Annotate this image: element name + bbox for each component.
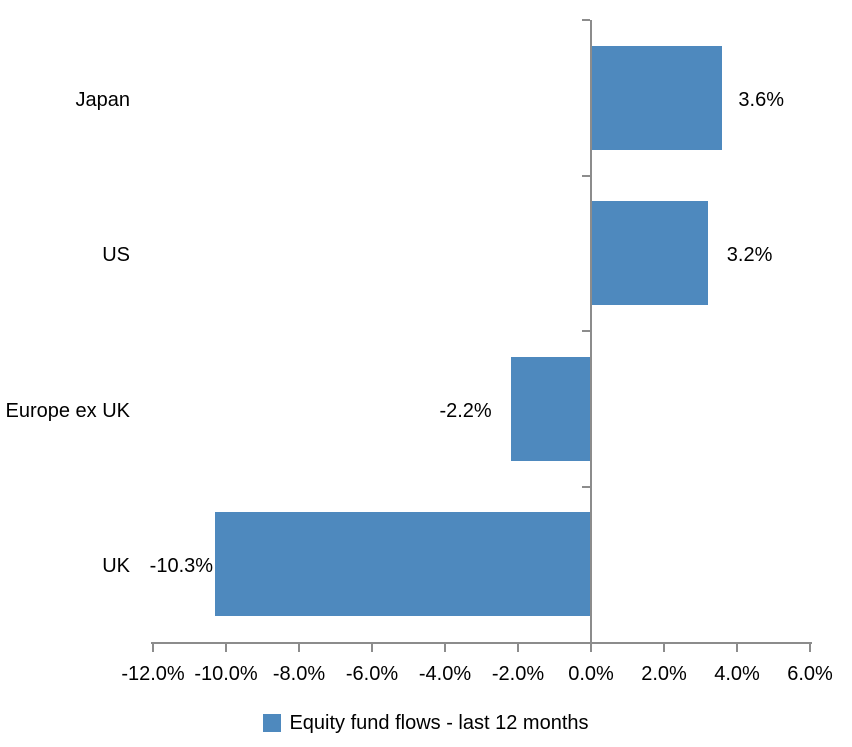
- x-tick-label: 0.0%: [568, 663, 614, 685]
- x-tick-label: -6.0%: [345, 663, 399, 685]
- x-tick-label: 2.0%: [641, 663, 687, 685]
- x-tick: [736, 642, 738, 652]
- x-tick: [225, 642, 227, 652]
- legend: Equity fund flows - last 12 months: [0, 711, 852, 735]
- x-tick-label: -12.0%: [121, 663, 185, 685]
- x-tick: [152, 642, 154, 652]
- category-label: Japan: [75, 88, 131, 111]
- legend-label: Equity fund flows - last 12 months: [289, 712, 589, 734]
- x-tick: [590, 642, 592, 652]
- x-axis-line: [151, 642, 812, 644]
- x-tick: [298, 642, 300, 652]
- category-boundary-tick: [582, 174, 590, 177]
- x-tick: [444, 642, 446, 652]
- x-tick: [371, 642, 373, 652]
- y-axis-line: [590, 20, 592, 644]
- bar-value-label: 3.6%: [738, 88, 784, 111]
- x-tick: [517, 642, 519, 652]
- category-boundary-tick: [582, 485, 590, 488]
- bar: [591, 201, 708, 306]
- x-tick: [663, 642, 665, 652]
- x-tick-label: 4.0%: [714, 663, 760, 685]
- bar: [215, 512, 591, 617]
- x-tick-label: -10.0%: [194, 663, 258, 685]
- bar: [510, 356, 591, 461]
- x-tick-label: -4.0%: [418, 663, 472, 685]
- x-tick: [809, 642, 811, 652]
- x-tick-label: -2.0%: [491, 663, 545, 685]
- category-label: Europe ex UK: [5, 399, 130, 422]
- x-tick-label: -8.0%: [272, 663, 326, 685]
- x-tick-label: 6.0%: [787, 663, 833, 685]
- category-boundary-tick: [582, 330, 590, 332]
- legend-swatch: [263, 714, 282, 732]
- bar-value-label: 3.2%: [726, 244, 773, 267]
- bar: [591, 45, 723, 150]
- category-label: UK: [102, 555, 130, 578]
- bar-value-label: -10.3%: [149, 555, 214, 578]
- category-label: US: [102, 244, 130, 267]
- bar-value-label: -2.2%: [439, 399, 492, 422]
- category-boundary-tick: [582, 19, 590, 21]
